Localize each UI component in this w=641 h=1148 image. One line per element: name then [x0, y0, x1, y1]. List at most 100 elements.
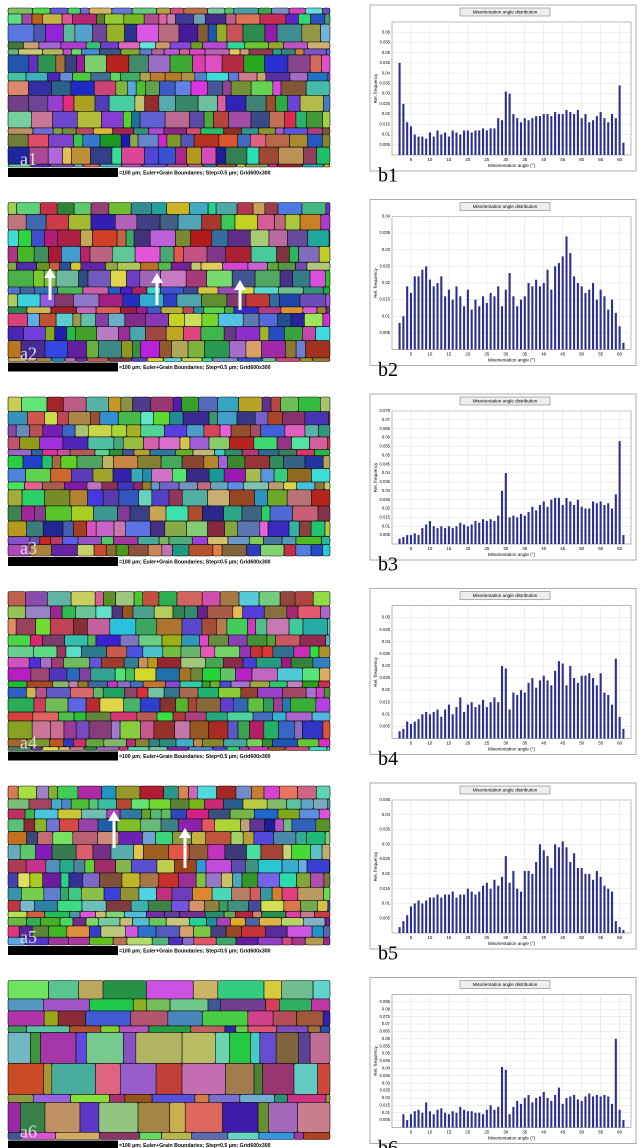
bar [463, 712, 465, 739]
bar [474, 300, 476, 350]
grain [34, 698, 46, 712]
grain [287, 490, 311, 506]
grain [189, 845, 208, 860]
grain [189, 786, 198, 799]
grain [101, 926, 126, 937]
bar [497, 1107, 499, 1128]
grain [40, 437, 63, 450]
grain [227, 747, 240, 751]
grain [248, 901, 261, 912]
bar [448, 705, 450, 739]
grain [57, 203, 74, 215]
grain [254, 437, 277, 450]
grain [194, 134, 219, 147]
x-tick-label: 60 [617, 352, 622, 357]
grain [231, 681, 250, 687]
grain [64, 658, 90, 669]
grain [243, 24, 265, 42]
grain [68, 8, 80, 14]
grain [206, 860, 231, 873]
grain [198, 482, 211, 490]
grain [47, 592, 71, 606]
grain [130, 506, 149, 521]
grain [8, 482, 25, 490]
grain [110, 73, 120, 82]
y-tick-label: 0.04 [382, 214, 391, 219]
grain [18, 786, 36, 799]
y-tick-label: 0.08 [382, 1006, 391, 1011]
grain [273, 712, 287, 721]
bar [418, 276, 420, 349]
grain [103, 687, 125, 698]
grain [8, 521, 26, 537]
grain [73, 294, 99, 307]
grain [154, 606, 173, 619]
grain [108, 287, 120, 294]
grain [241, 128, 258, 134]
grain [26, 469, 51, 482]
y-tick-label: 0.06 [382, 1036, 391, 1041]
grain [120, 918, 133, 926]
grain [285, 111, 296, 128]
grain [8, 437, 20, 450]
grain [138, 134, 158, 147]
grain [154, 721, 175, 739]
grain [245, 918, 259, 926]
bar [418, 1110, 420, 1128]
grain [20, 437, 40, 450]
grain [271, 397, 281, 412]
grain [250, 425, 260, 437]
grain [276, 128, 284, 134]
grain [288, 230, 308, 247]
grain [281, 918, 303, 926]
grain [112, 246, 135, 262]
y-tick-label: 0.005 [380, 724, 391, 729]
chart-title: Misorientation angle distribution [473, 204, 538, 209]
grain [8, 658, 29, 669]
grain [120, 73, 140, 82]
grain [133, 999, 146, 1011]
grain [8, 214, 26, 230]
grain [260, 14, 286, 24]
grain [31, 1032, 41, 1063]
grain [189, 799, 205, 809]
grain [220, 668, 235, 681]
bar [410, 535, 412, 544]
grain [266, 134, 290, 147]
grain [156, 926, 180, 937]
bar [509, 1114, 511, 1127]
grain [288, 55, 310, 73]
bar [402, 729, 404, 739]
grain [202, 147, 217, 164]
grain [93, 469, 113, 482]
bar [577, 110, 579, 155]
bar [425, 139, 427, 155]
bar [425, 712, 427, 739]
bar [535, 1098, 537, 1128]
grain [299, 246, 320, 262]
bar [516, 306, 518, 349]
grain [45, 341, 68, 358]
grain [171, 8, 184, 14]
grain [43, 425, 63, 437]
grain [319, 425, 330, 437]
bar [486, 883, 488, 933]
grain [306, 341, 330, 358]
bar [562, 1104, 564, 1128]
grain [124, 14, 144, 24]
grain [60, 860, 74, 873]
grain [28, 81, 51, 95]
y-tick-label: 0.01 [382, 901, 391, 906]
x-tick-label: 40 [541, 352, 546, 357]
plot-area [392, 800, 631, 933]
x-tick-label: 15 [446, 352, 451, 357]
grain [101, 42, 119, 49]
grain [229, 635, 248, 646]
grain [301, 901, 318, 912]
grain [81, 646, 106, 657]
grain [8, 887, 21, 900]
plot-area [392, 411, 631, 544]
grain [8, 860, 26, 873]
grain [313, 592, 330, 606]
grain [132, 287, 147, 294]
